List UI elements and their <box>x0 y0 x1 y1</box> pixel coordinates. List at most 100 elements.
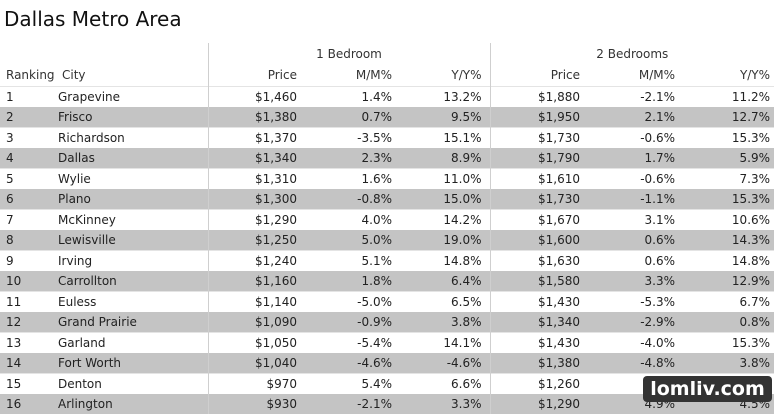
cell-1br-price: $1,250 <box>208 230 305 251</box>
cell-city: Fort Worth <box>57 353 208 374</box>
cell-1br-mm: -4.6% <box>305 353 400 374</box>
cell-2br-price: $1,290 <box>490 394 588 414</box>
cell-2br-price: $1,880 <box>490 87 588 108</box>
cell-city: Arlington <box>57 394 208 414</box>
cell-city: Denton <box>57 374 208 395</box>
cell-1br-yy: 13.2% <box>400 87 490 108</box>
cell-2br-yy: 7.3% <box>683 169 774 190</box>
cell-2br-yy: 15.3% <box>683 189 774 210</box>
cell-1br-price: $1,040 <box>208 353 305 374</box>
cell-2br-price: $1,380 <box>490 353 588 374</box>
cell-2br-mm: -2.9% <box>588 312 683 333</box>
cell-ranking: 11 <box>0 292 57 313</box>
cell-ranking: 9 <box>0 251 57 272</box>
cell-1br-mm: 1.8% <box>305 271 400 292</box>
cell-2br-price: $1,950 <box>490 107 588 128</box>
cell-city: Lewisville <box>57 230 208 251</box>
cell-2br-yy: 12.7% <box>683 107 774 128</box>
cell-1br-yy: 6.6% <box>400 374 490 395</box>
cell-city: Grapevine <box>57 87 208 108</box>
cell-2br-yy: 5.9% <box>683 148 774 169</box>
cell-1br-price: $1,460 <box>208 87 305 108</box>
cell-2br-mm: -1.1% <box>588 189 683 210</box>
cell-1br-mm: 5.0% <box>305 230 400 251</box>
cell-1br-price: $1,340 <box>208 148 305 169</box>
cell-1br-price: $1,290 <box>208 210 305 231</box>
cell-ranking: 1 <box>0 87 57 108</box>
cell-2br-price: $1,730 <box>490 189 588 210</box>
cell-1br-yy: 9.5% <box>400 107 490 128</box>
cell-2br-mm: 2.1% <box>588 107 683 128</box>
cell-1br-yy: 3.8% <box>400 312 490 333</box>
header-1br-yy: Y/Y% <box>400 64 490 87</box>
cell-city: Richardson <box>57 128 208 149</box>
cell-2br-price: $1,600 <box>490 230 588 251</box>
cell-1br-yy: 11.0% <box>400 169 490 190</box>
cell-ranking: 16 <box>0 394 57 414</box>
cell-ranking: 13 <box>0 333 57 354</box>
cell-1br-yy: 14.8% <box>400 251 490 272</box>
cell-city: Dallas <box>57 148 208 169</box>
rent-table: 1 Bedroom 2 Bedrooms Ranking City Price … <box>0 43 774 414</box>
cell-1br-mm: 4.0% <box>305 210 400 231</box>
cell-ranking: 8 <box>0 230 57 251</box>
cell-1br-yy: -4.6% <box>400 353 490 374</box>
cell-1br-price: $970 <box>208 374 305 395</box>
cell-1br-price: $1,310 <box>208 169 305 190</box>
header-2br-price: Price <box>490 64 588 87</box>
cell-2br-yy: 6.7% <box>683 292 774 313</box>
header-ranking: Ranking <box>0 64 57 87</box>
group-header-spacer <box>0 43 57 64</box>
cell-1br-mm: 1.4% <box>305 87 400 108</box>
cell-2br-mm: -0.6% <box>588 169 683 190</box>
cell-2br-yy: 3.8% <box>683 353 774 374</box>
cell-2br-mm: 0.6% <box>588 251 683 272</box>
cell-1br-yy: 15.1% <box>400 128 490 149</box>
cell-city: Plano <box>57 189 208 210</box>
cell-2br-price: $1,630 <box>490 251 588 272</box>
cell-2br-mm: -5.3% <box>588 292 683 313</box>
cell-1br-price: $930 <box>208 394 305 414</box>
cell-1br-mm: -0.8% <box>305 189 400 210</box>
cell-2br-yy: 15.3% <box>683 333 774 354</box>
cell-1br-mm: -0.9% <box>305 312 400 333</box>
cell-2br-price: $1,730 <box>490 128 588 149</box>
cell-2br-yy: 14.8% <box>683 251 774 272</box>
cell-1br-yy: 8.9% <box>400 148 490 169</box>
cell-2br-mm: -0.6% <box>588 128 683 149</box>
header-1br-price: Price <box>208 64 305 87</box>
cell-2br-mm: 3.1% <box>588 210 683 231</box>
cell-2br-yy: 0.8% <box>683 312 774 333</box>
cell-2br-mm: -4.0% <box>588 333 683 354</box>
cell-2br-price: $1,430 <box>490 333 588 354</box>
cell-ranking: 12 <box>0 312 57 333</box>
cell-2br-price: $1,430 <box>490 292 588 313</box>
cell-1br-mm: 2.3% <box>305 148 400 169</box>
cell-2br-yy: 14.3% <box>683 230 774 251</box>
cell-city: Euless <box>57 292 208 313</box>
cell-1br-mm: -5.0% <box>305 292 400 313</box>
cell-1br-yy: 14.1% <box>400 333 490 354</box>
group-header-1-bedroom: 1 Bedroom <box>208 43 490 64</box>
cell-2br-mm: -4.8% <box>588 353 683 374</box>
cell-ranking: 7 <box>0 210 57 231</box>
cell-ranking: 6 <box>0 189 57 210</box>
cell-1br-price: $1,300 <box>208 189 305 210</box>
cell-1br-mm: 0.7% <box>305 107 400 128</box>
cell-1br-mm: 5.1% <box>305 251 400 272</box>
cell-ranking: 5 <box>0 169 57 190</box>
column-header-row: Ranking City Price M/M% Y/Y% Price M/M% … <box>0 64 774 87</box>
cell-1br-yy: 3.3% <box>400 394 490 414</box>
cell-1br-price: $1,140 <box>208 292 305 313</box>
